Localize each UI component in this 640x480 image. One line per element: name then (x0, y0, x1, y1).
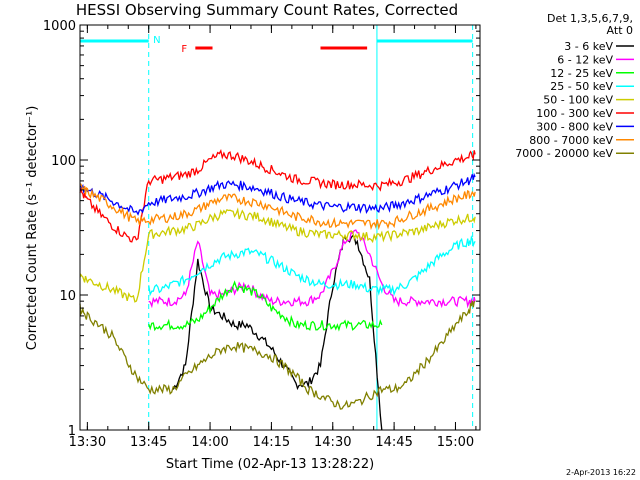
y-tick-label-3: 1000 (43, 19, 76, 34)
legend-label-8: 7000 - 20000 keV (515, 147, 613, 160)
x-tick-label-3: 14:15 (253, 435, 290, 450)
x-tick-label-0: 13:30 (69, 435, 106, 450)
series-line-4 (79, 207, 476, 303)
x-tick-label-4: 14:30 (314, 435, 351, 450)
y-tick-label-1: 10 (59, 289, 76, 304)
legend-label-0: 3 - 6 keV (564, 40, 613, 53)
series-line-1 (148, 229, 476, 309)
series-line-2 (148, 280, 383, 332)
y-axis-label: Corrected Count Rate (s⁻¹ detector⁻¹) (25, 106, 40, 351)
series-line-6 (79, 172, 476, 216)
series-line-7 (79, 183, 476, 231)
legend-label-3: 25 - 50 keV (550, 80, 613, 93)
x-tick-label-5: 14:45 (375, 435, 412, 450)
night-label: N (153, 35, 160, 46)
legend-label-7: 800 - 7000 keV (529, 134, 613, 147)
series-group (79, 148, 476, 431)
x-axis: 13:30 13:45 14:00 14:15 14:30 14:45 15:00 (69, 25, 477, 450)
legend-header-line-2: Att 0 (607, 24, 633, 37)
chart-title: HESSI Observing Summary Count Rates, Cor… (76, 1, 458, 19)
y-tick-label-0: 1 (68, 424, 76, 439)
overlay-markers: NF (80, 25, 474, 430)
timestamp: 2-Apr-2013 16:22 (566, 468, 636, 477)
plot-frame (79, 24, 481, 431)
legend-label-1: 6 - 12 keV (557, 53, 613, 66)
legend-label-6: 300 - 800 keV (536, 120, 613, 133)
legend-label-2: 12 - 25 keV (550, 67, 613, 80)
x-tick-label-6: 15:00 (437, 435, 474, 450)
series-line-3 (148, 235, 476, 297)
x-axis-label: Start Time (02-Apr-13 13:28:22) (166, 457, 374, 472)
legend-label-5: 100 - 300 keV (536, 107, 613, 120)
x-tick-label-2: 14:00 (191, 435, 228, 450)
legend-label-4: 50 - 100 keV (543, 94, 613, 107)
legend-header-line-1: Det 1,3,5,6,7,9, (547, 12, 633, 25)
flare-label: F (181, 44, 187, 55)
series-line-8 (79, 300, 476, 410)
x-tick-label-1: 13:45 (130, 435, 167, 450)
y-axis: 1 10 100 1000 (43, 19, 480, 439)
y-tick-label-2: 100 (51, 154, 76, 169)
series-line-0 (172, 234, 383, 431)
